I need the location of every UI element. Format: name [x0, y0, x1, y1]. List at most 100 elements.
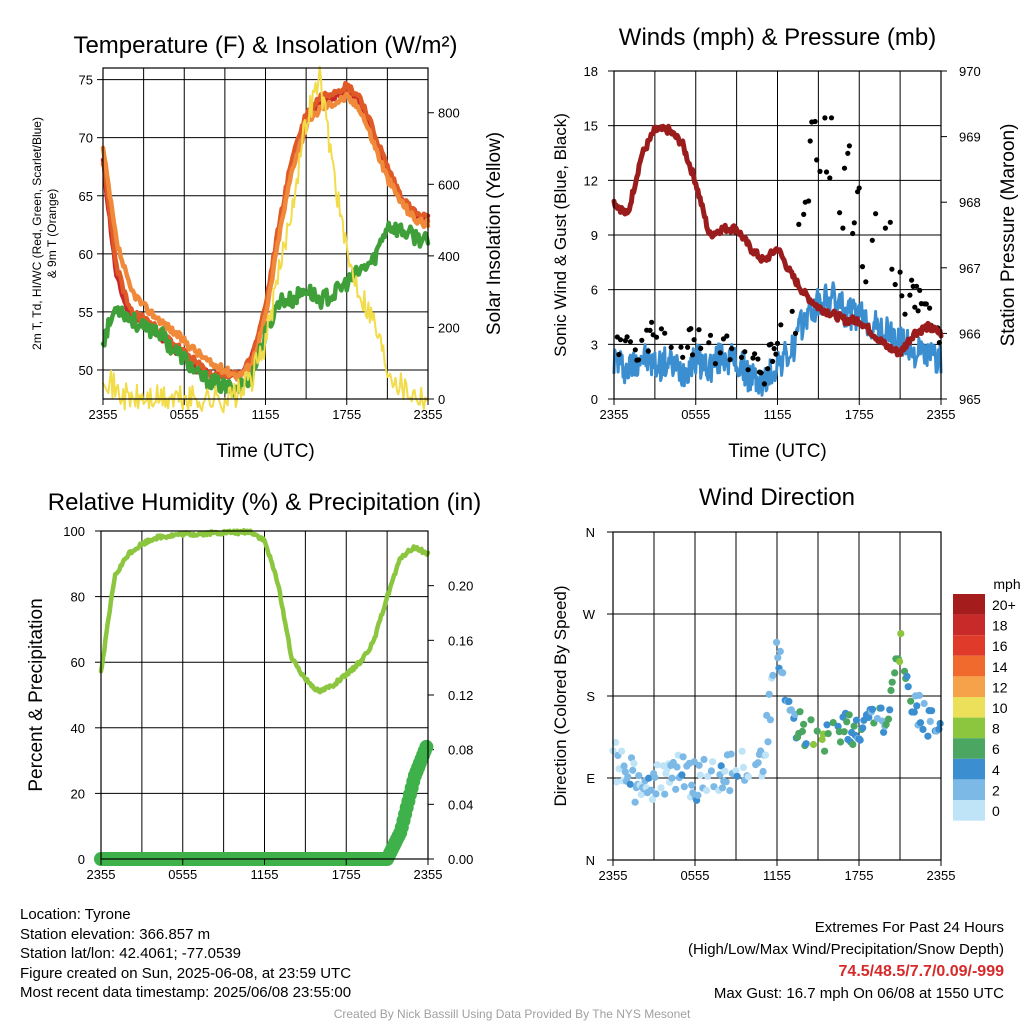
direction-point	[850, 722, 858, 730]
gust-point	[770, 358, 776, 364]
legend-swatch	[953, 594, 985, 615]
direction-point	[709, 758, 717, 766]
y-tick-label: 60	[71, 655, 85, 670]
gust-point	[850, 230, 856, 237]
direction-point	[696, 771, 704, 779]
direction-point	[637, 790, 645, 799]
direction-point	[661, 790, 669, 798]
direction-point	[897, 630, 905, 638]
direction-point	[845, 711, 853, 719]
gust-point	[827, 175, 833, 181]
gust-point	[645, 348, 651, 354]
direction-point	[849, 740, 857, 749]
x-tick-label: 0555	[681, 407, 710, 422]
gust-point	[647, 327, 653, 333]
direction-point	[840, 728, 848, 736]
direction-point	[732, 767, 740, 775]
direction-point	[785, 697, 793, 706]
direction-point	[629, 766, 637, 774]
gust-point	[691, 337, 697, 343]
direction-point	[764, 738, 772, 746]
direction-point	[710, 783, 718, 791]
gust-point	[653, 334, 660, 340]
gust-point	[873, 211, 879, 217]
station-elevation: Station elevation: 366.857 m	[20, 925, 211, 943]
y2-tick-label: 0.08	[448, 743, 473, 758]
y2-tick-label: 800	[438, 106, 460, 121]
direction-point	[798, 727, 807, 736]
direction-point	[919, 725, 927, 734]
legend-swatch	[953, 614, 985, 636]
gust-point	[863, 279, 869, 285]
direction-point	[843, 718, 851, 726]
direction-point	[868, 705, 877, 713]
gust-point	[696, 327, 702, 333]
figure-created: Figure created on Sun, 2025-06-08, at 23…	[20, 964, 352, 982]
gust-point	[807, 138, 813, 144]
x-tick-label: 1155	[252, 407, 280, 422]
y-axis-label: 2m T, Td, HI/WC (Red, Green, Scarlet/Blu…	[30, 117, 44, 350]
series-line	[100, 91, 431, 381]
precip-point	[419, 739, 434, 754]
gust-point	[727, 357, 733, 363]
y-tick-label: E	[586, 771, 595, 786]
series-line	[100, 220, 431, 398]
x-tick-label: 2355	[927, 407, 956, 422]
direction-point	[657, 784, 665, 792]
direction-point	[694, 791, 702, 799]
legend-label: 6	[992, 741, 1000, 757]
y-tick-label: W	[583, 607, 596, 622]
direction-point	[880, 728, 888, 736]
gust-point	[851, 220, 857, 226]
legend-label: 10	[992, 700, 1008, 716]
direction-point	[754, 759, 762, 767]
y2-tick-label: 0.12	[448, 688, 473, 703]
direction-point	[773, 638, 781, 646]
direction-point	[611, 738, 620, 747]
legend-label: 18	[992, 618, 1008, 634]
direction-point	[717, 762, 725, 770]
gust-point	[846, 143, 853, 149]
direction-point	[765, 690, 773, 698]
gust-point	[917, 287, 923, 293]
x-tick-label: 1155	[763, 868, 791, 883]
direction-point	[635, 772, 643, 780]
gust-point	[789, 308, 795, 314]
gust-point	[761, 381, 768, 387]
y2-tick-label: 969	[959, 130, 981, 145]
y2-tick-label: 0.00	[448, 852, 473, 867]
x-axis-label: Time (UTC)	[216, 441, 315, 462]
direction-point	[887, 686, 895, 695]
y-tick-label: 70	[79, 131, 93, 146]
gust-point	[706, 340, 712, 346]
direction-point	[733, 772, 741, 780]
gust-point	[688, 326, 694, 332]
x-tick-label: 2355	[414, 407, 443, 422]
gust-point	[724, 333, 730, 339]
gust-point	[912, 304, 918, 310]
direction-point	[688, 781, 696, 789]
direction-point	[802, 740, 810, 748]
direction-point	[727, 750, 735, 758]
direction-point	[702, 786, 711, 795]
legend-label: 16	[992, 638, 1008, 654]
y2-tick-label: 0.16	[448, 633, 473, 648]
gust-point	[774, 340, 781, 346]
y2-tick-label: 0.04	[448, 797, 473, 812]
direction-point	[648, 795, 657, 804]
direction-point	[852, 716, 861, 724]
y-tick-label: N	[586, 525, 595, 540]
legend-label: 20+	[992, 597, 1016, 613]
gust-point	[771, 346, 777, 352]
gust-point	[897, 269, 903, 275]
y-tick-label: N	[586, 853, 595, 868]
direction-point	[718, 784, 727, 792]
gust-point	[689, 352, 696, 358]
direction-point	[821, 747, 829, 755]
direction-point	[652, 790, 660, 798]
direction-point	[877, 704, 885, 712]
direction-point	[776, 647, 784, 656]
legend-label: 8	[992, 721, 1000, 737]
y-tick-label: 6	[591, 283, 598, 298]
